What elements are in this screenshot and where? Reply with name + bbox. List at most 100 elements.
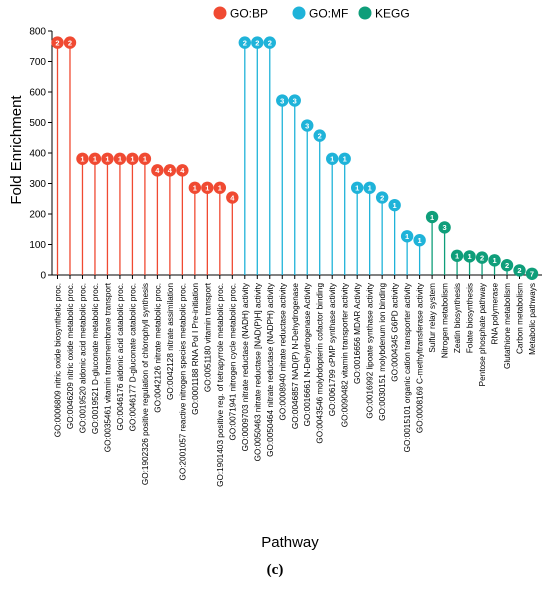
data-point xyxy=(113,152,127,165)
data-point xyxy=(326,152,339,165)
data-point xyxy=(76,152,89,165)
legend-label: GO:MF xyxy=(309,7,348,21)
x-tick-label: GO:0035461 vitamin transmembrane transpo… xyxy=(103,282,112,452)
lollipop-stems xyxy=(56,42,533,275)
x-tick-label: GO:0046857 NAD(P) N-Dehydrogenase xyxy=(291,283,300,430)
point-count-label: 2 xyxy=(380,193,384,202)
y-tick-label: 400 xyxy=(29,149,46,160)
point-count-label: 3 xyxy=(280,96,284,105)
point-count-label: 1 xyxy=(355,184,359,193)
point-count-label: 1 xyxy=(205,184,209,193)
point-count-label: 2 xyxy=(243,38,247,47)
data-point xyxy=(288,94,301,107)
point-count-label: 1 xyxy=(405,232,409,241)
x-tick-label: Folate biosynthesis xyxy=(466,283,475,353)
legend: GO:BP GO:MF KEGG xyxy=(213,6,410,21)
data-point xyxy=(513,264,526,277)
point-count-label: 1 xyxy=(105,155,109,164)
point-count-label: 2 xyxy=(480,253,484,262)
x-tick-label: Carbon metabolism xyxy=(516,283,525,354)
x-axis-title: Pathway xyxy=(261,534,319,551)
legend-label: KEGG xyxy=(375,7,410,21)
x-tick-label: Glutathione metabolism xyxy=(503,283,512,369)
y-axis: 0 100 200 300 400 500 600 700 800 xyxy=(29,27,53,282)
x-tick-label: GO:0050463 nitrate reductase [NAD(P)H] a… xyxy=(253,282,262,461)
x-tick-label: GO:0046177 D-gluconate catabolic proc. xyxy=(128,283,137,431)
x-axis: GO:0006809 nitric oxide biosynthetic pro… xyxy=(52,274,542,487)
x-tick-label: Zeatin biosynthesis xyxy=(453,283,462,353)
x-tick-label: Pentose phosphate pathway xyxy=(478,282,487,386)
point-count-label: 1 xyxy=(80,155,84,164)
legend-item: KEGG xyxy=(358,6,410,21)
data-point xyxy=(375,191,389,204)
point-count-label: 1 xyxy=(130,155,134,164)
x-tick-label: GO:0006809 nitric oxide biosynthetic pro… xyxy=(54,283,63,437)
x-tick-label: GO:0043546 molybdopterin cofactor bindin… xyxy=(316,283,325,444)
data-point xyxy=(276,94,289,107)
point-count-label: 1 xyxy=(118,155,122,164)
point-count-label: 2 xyxy=(68,38,72,47)
point-count-label: 7 xyxy=(530,270,534,279)
point-count-label: 4 xyxy=(168,166,173,175)
legend-marker xyxy=(292,6,306,20)
data-point xyxy=(425,210,439,224)
data-point xyxy=(213,181,227,194)
data-point xyxy=(525,267,539,280)
x-tick-label: GO:0042126 nitrate metabolic proc. xyxy=(153,283,162,413)
x-tick-label: GO:0042128 nitrate assimilation xyxy=(166,283,175,400)
data-point xyxy=(238,36,252,49)
data-point xyxy=(488,254,501,267)
lollipop-chart: GO:BP GO:MF KEGG 0 100 200 300 400 500 600 700 800… xyxy=(8,6,542,551)
y-tick-label: 500 xyxy=(29,118,46,129)
x-tick-label: GO:0019521 D-gluconate metabolic proc. xyxy=(91,283,100,434)
data-point xyxy=(251,36,264,49)
x-tick-label: GO:0004345 G6PD activity xyxy=(391,282,400,382)
point-count-label: 1 xyxy=(467,252,471,261)
x-tick-label: GO:0008169 C-methyltransferase activity xyxy=(416,282,425,433)
point-count-label: 1 xyxy=(418,236,422,245)
data-point xyxy=(438,221,451,234)
point-count-label: 1 xyxy=(368,184,372,193)
point-count-label: 4 xyxy=(155,166,160,175)
x-tick-label: GO:0009703 nitrate reductase (NADH) acti… xyxy=(241,282,250,451)
point-count-label: 1 xyxy=(492,256,496,265)
data-point xyxy=(475,251,489,264)
data-point xyxy=(350,181,364,194)
x-tick-label: RNA polymerase xyxy=(491,283,500,345)
x-tick-label: GO:0016661 N-Dehydrogenase Activity xyxy=(303,282,312,426)
point-count-label: 3 xyxy=(305,121,309,130)
point-count-label: 2 xyxy=(268,38,272,47)
x-tick-label: GO:0016656 MDAR Activity xyxy=(353,282,362,384)
data-point xyxy=(126,152,139,165)
point-count-label: 1 xyxy=(193,184,197,193)
point-count-label: 2 xyxy=(505,261,509,270)
data-point xyxy=(63,36,77,49)
data-point xyxy=(163,164,177,177)
x-tick-label: GO:0015101 organic cation transporter ac… xyxy=(403,282,412,452)
x-tick-label: GO:0061799 cPMP synthase activity xyxy=(328,282,337,416)
data-point xyxy=(450,249,464,262)
legend-label: GO:BP xyxy=(230,7,268,21)
point-count-label: 4 xyxy=(180,166,185,175)
x-tick-label: GO:0030151 molybdenum ion binding xyxy=(378,283,387,421)
data-point xyxy=(463,250,476,263)
x-tick-label: GO:1902326 positive regulation of chloro… xyxy=(141,283,150,485)
point-count-label: 1 xyxy=(93,155,97,164)
point-count-label: 1 xyxy=(330,155,334,164)
legend-item: GO:BP xyxy=(213,6,268,21)
point-count-label: 4 xyxy=(230,193,235,202)
x-tick-label: GO:0046209 nitric oxide metabolic proc. xyxy=(66,283,75,429)
x-tick-label: GO:0051180 vitamin transport xyxy=(203,282,212,392)
x-tick-label: GO:1901403 positive reg. of tetrapyrrole… xyxy=(216,283,225,487)
figure-caption: (c) xyxy=(266,562,284,578)
data-point xyxy=(226,191,239,204)
x-tick-label: Metabolic pathways xyxy=(528,283,537,355)
point-count-label: 2 xyxy=(55,38,59,47)
point-count-label: 1 xyxy=(455,252,459,261)
legend-item: GO:MF xyxy=(292,6,348,21)
x-tick-label: GO:0046176 aldonic acid catabolic proc. xyxy=(116,283,125,430)
x-tick-label: GO:0008940 nitrate reductase activity xyxy=(278,282,287,420)
x-tick-label: GO:0090482 vitamin transporter activity xyxy=(341,282,350,427)
point-count-label: 3 xyxy=(293,96,297,105)
